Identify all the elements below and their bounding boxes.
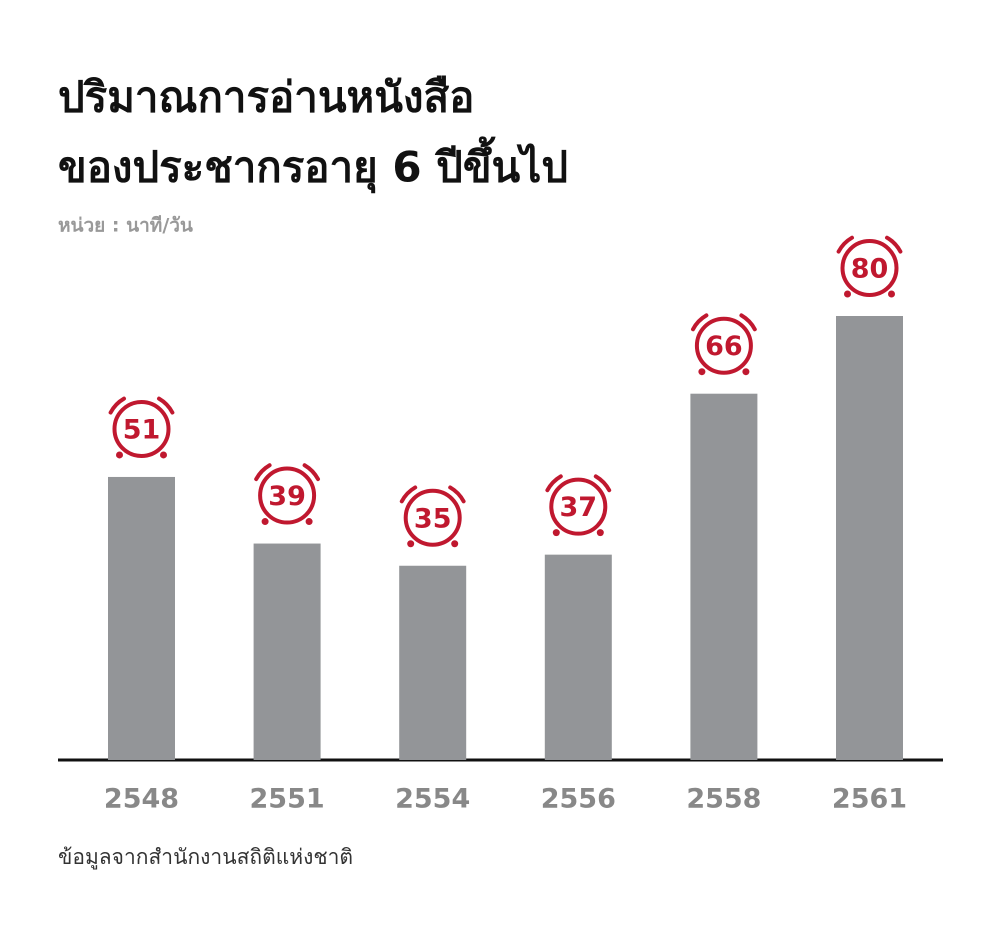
clock-bell	[593, 474, 612, 493]
bar	[253, 543, 321, 760]
clock-foot	[742, 368, 750, 376]
bar	[690, 393, 758, 760]
clock-bell	[885, 235, 903, 254]
clock-face	[694, 316, 753, 375]
clock-foot	[552, 529, 560, 537]
clock-foot	[305, 518, 313, 526]
value-label: 37	[560, 492, 598, 523]
x-tick-label: 2548	[104, 784, 179, 815]
clock-foot	[160, 451, 167, 459]
clock-foot	[844, 290, 851, 298]
clock-bell	[302, 463, 321, 482]
clock-foot	[596, 529, 604, 537]
clock-foot	[451, 540, 459, 548]
clock-face	[840, 239, 899, 297]
clock-foot	[407, 540, 415, 548]
clock-foot	[888, 290, 895, 298]
subtitle: หน่วย : นาที/วัน	[58, 215, 193, 237]
clock-bell	[545, 474, 563, 493]
clock-bell	[254, 463, 272, 482]
clock-bell	[157, 396, 175, 415]
x-tick-label: 2558	[686, 784, 761, 815]
bar	[836, 316, 903, 760]
bar	[544, 554, 612, 760]
clock-bell	[690, 313, 709, 332]
x-tick-label: 2551	[250, 784, 325, 815]
bar	[108, 476, 175, 760]
x-tick-label: 2556	[541, 784, 616, 815]
value-label: 35	[414, 503, 452, 534]
value-label: 51	[123, 414, 161, 445]
clock-bell	[836, 235, 854, 254]
clock-foot	[698, 368, 706, 376]
clock-face	[403, 488, 462, 547]
clock-bell	[739, 313, 757, 332]
chart-title: ของประชากรอายุ 6 ปีขึ้นไป	[58, 136, 568, 194]
x-tick-label: 2561	[832, 784, 907, 815]
bar	[399, 565, 467, 760]
clock-foot	[116, 451, 123, 459]
x-tick-label: 2554	[395, 784, 470, 815]
value-label: 80	[851, 254, 889, 285]
chart-title: ปริมาณการอ่านหนังสือ	[58, 73, 474, 122]
value-label: 66	[705, 331, 743, 362]
value-label: 39	[268, 481, 306, 512]
clock-bell	[448, 485, 466, 504]
clock-face	[549, 477, 608, 536]
source: ข้อมูลจากสำนักงานสถิติแห่งชาติ	[58, 845, 353, 870]
clock-bell	[399, 485, 418, 504]
clock-face	[112, 399, 171, 458]
clock-face	[258, 466, 317, 525]
clock-bell	[108, 396, 126, 415]
clock-foot	[261, 518, 269, 526]
